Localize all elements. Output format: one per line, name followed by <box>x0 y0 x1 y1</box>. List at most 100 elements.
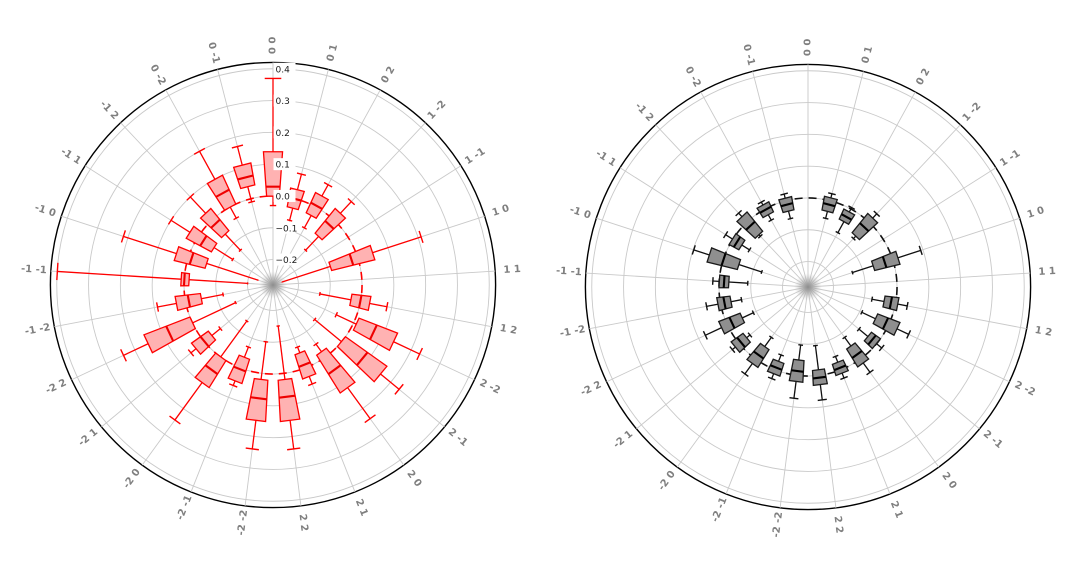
median-line <box>881 317 890 330</box>
angle-tick-label: 2 0 <box>404 469 423 490</box>
median-line <box>720 253 727 266</box>
angle-tick-label: -1 0 <box>568 204 592 221</box>
whisker-cap <box>294 345 301 349</box>
whisker-cap <box>347 197 356 206</box>
whisker <box>213 246 234 260</box>
angle-tick-label: 1 -2 <box>961 101 984 124</box>
center-hub <box>794 273 822 301</box>
whisker-cap <box>848 205 856 211</box>
whisker-cap <box>187 349 195 357</box>
angular-gridline <box>807 286 940 468</box>
whisker <box>741 312 754 319</box>
whisker-cap <box>248 200 256 204</box>
whisker-cap <box>702 330 708 340</box>
whisker-cap <box>747 332 753 338</box>
whisker-cap <box>234 300 237 305</box>
angle-tick-label: -1 1 <box>59 146 83 167</box>
whisker-cap <box>832 354 839 359</box>
whisker-cap <box>312 317 317 322</box>
whisker <box>693 249 710 256</box>
whisker-cap <box>873 210 881 218</box>
angular-gridline <box>190 284 274 493</box>
angle-tick-label: 1 0 <box>491 203 511 219</box>
radial-tick-label: −0.2 <box>276 256 298 266</box>
angle-tick-label: 0 2 <box>914 67 932 88</box>
whisker <box>862 362 871 373</box>
whisker <box>798 344 802 361</box>
angle-tick-label: 2 2 <box>831 515 844 534</box>
whisker <box>738 263 762 273</box>
whisker-cap <box>735 209 743 217</box>
whisker-cap <box>906 330 912 339</box>
boxplot-2_0 <box>313 341 376 424</box>
box <box>315 347 356 394</box>
median-line <box>722 275 726 288</box>
whisker-cap <box>56 262 59 281</box>
angle-tick-label: 2 -1 <box>446 427 470 449</box>
whisker-cap <box>851 236 856 241</box>
angle-tick-label: -1 -2 <box>559 324 586 340</box>
whisker-cap <box>167 215 175 225</box>
whisker <box>730 299 742 303</box>
box <box>870 250 901 272</box>
whisker <box>296 346 301 354</box>
median-line <box>822 202 836 208</box>
radial-tick-label: −0.1 <box>276 224 298 234</box>
whisker <box>288 207 294 221</box>
whisker-cap <box>244 319 249 323</box>
median-line <box>888 296 894 309</box>
angular-gridline <box>725 286 809 495</box>
left-polar-boxplot: 0 0 0 1 0 2 1 -2 1 -1 1 0 1 1 1 2 2 -2 2 -1 2 0 2 1… <box>21 37 521 536</box>
median-line <box>840 213 853 221</box>
angle-tick-label: -2 2 <box>44 377 68 396</box>
median-line <box>867 334 877 346</box>
median-line <box>780 202 794 208</box>
whisker-cap <box>296 172 307 177</box>
whisker <box>725 234 733 240</box>
angle-tick-label: 0 -2 <box>148 63 168 87</box>
median-line <box>237 174 254 181</box>
whisker <box>837 221 845 233</box>
angular-gridline <box>655 124 809 288</box>
boxplot--1_-1 <box>711 274 749 289</box>
angular-gridline <box>272 284 356 493</box>
angular-gridline <box>807 167 997 288</box>
boxplot-0_-1 <box>778 192 795 221</box>
whisker <box>380 373 400 390</box>
whisker <box>206 262 259 281</box>
whisker <box>243 346 250 358</box>
whisker-cap <box>866 369 874 376</box>
angle-tick-label: -2 -2 <box>771 511 785 538</box>
whisker <box>220 320 248 358</box>
angle-tick-label: 2 -2 <box>1013 379 1037 398</box>
whisker <box>251 420 257 450</box>
center-hub <box>259 271 287 299</box>
whisker <box>201 293 224 300</box>
whisker <box>819 384 823 401</box>
whisker-cap <box>186 193 195 201</box>
boxplot-2_-2 <box>860 309 912 339</box>
whisker-cap <box>286 219 293 222</box>
radial-tick-label: 0.1 <box>276 161 290 171</box>
whisker-cap <box>120 349 127 362</box>
whisker-cap <box>233 216 240 221</box>
boxplot--2_1 <box>187 325 223 357</box>
whisker-cap <box>842 335 848 340</box>
whisker <box>738 212 743 217</box>
boxplot-1_-2 <box>851 210 881 241</box>
whisker <box>289 420 295 450</box>
angle-tick-label: 2 -1 <box>981 429 1005 451</box>
zero-dashed-ring <box>718 197 898 377</box>
boxplot-0_-2 <box>756 199 775 223</box>
angular-gridline <box>807 91 916 288</box>
angle-tick-label: -1 1 <box>594 148 618 169</box>
whisker <box>189 196 206 214</box>
angular-gridline <box>807 272 1031 288</box>
angular-gridline <box>101 284 274 428</box>
boxplot-1_2 <box>318 291 389 312</box>
whisker <box>198 150 216 180</box>
whisker <box>897 303 908 307</box>
whisker <box>303 215 312 229</box>
radial-gridline <box>247 259 299 311</box>
whisker-cap <box>155 302 160 312</box>
